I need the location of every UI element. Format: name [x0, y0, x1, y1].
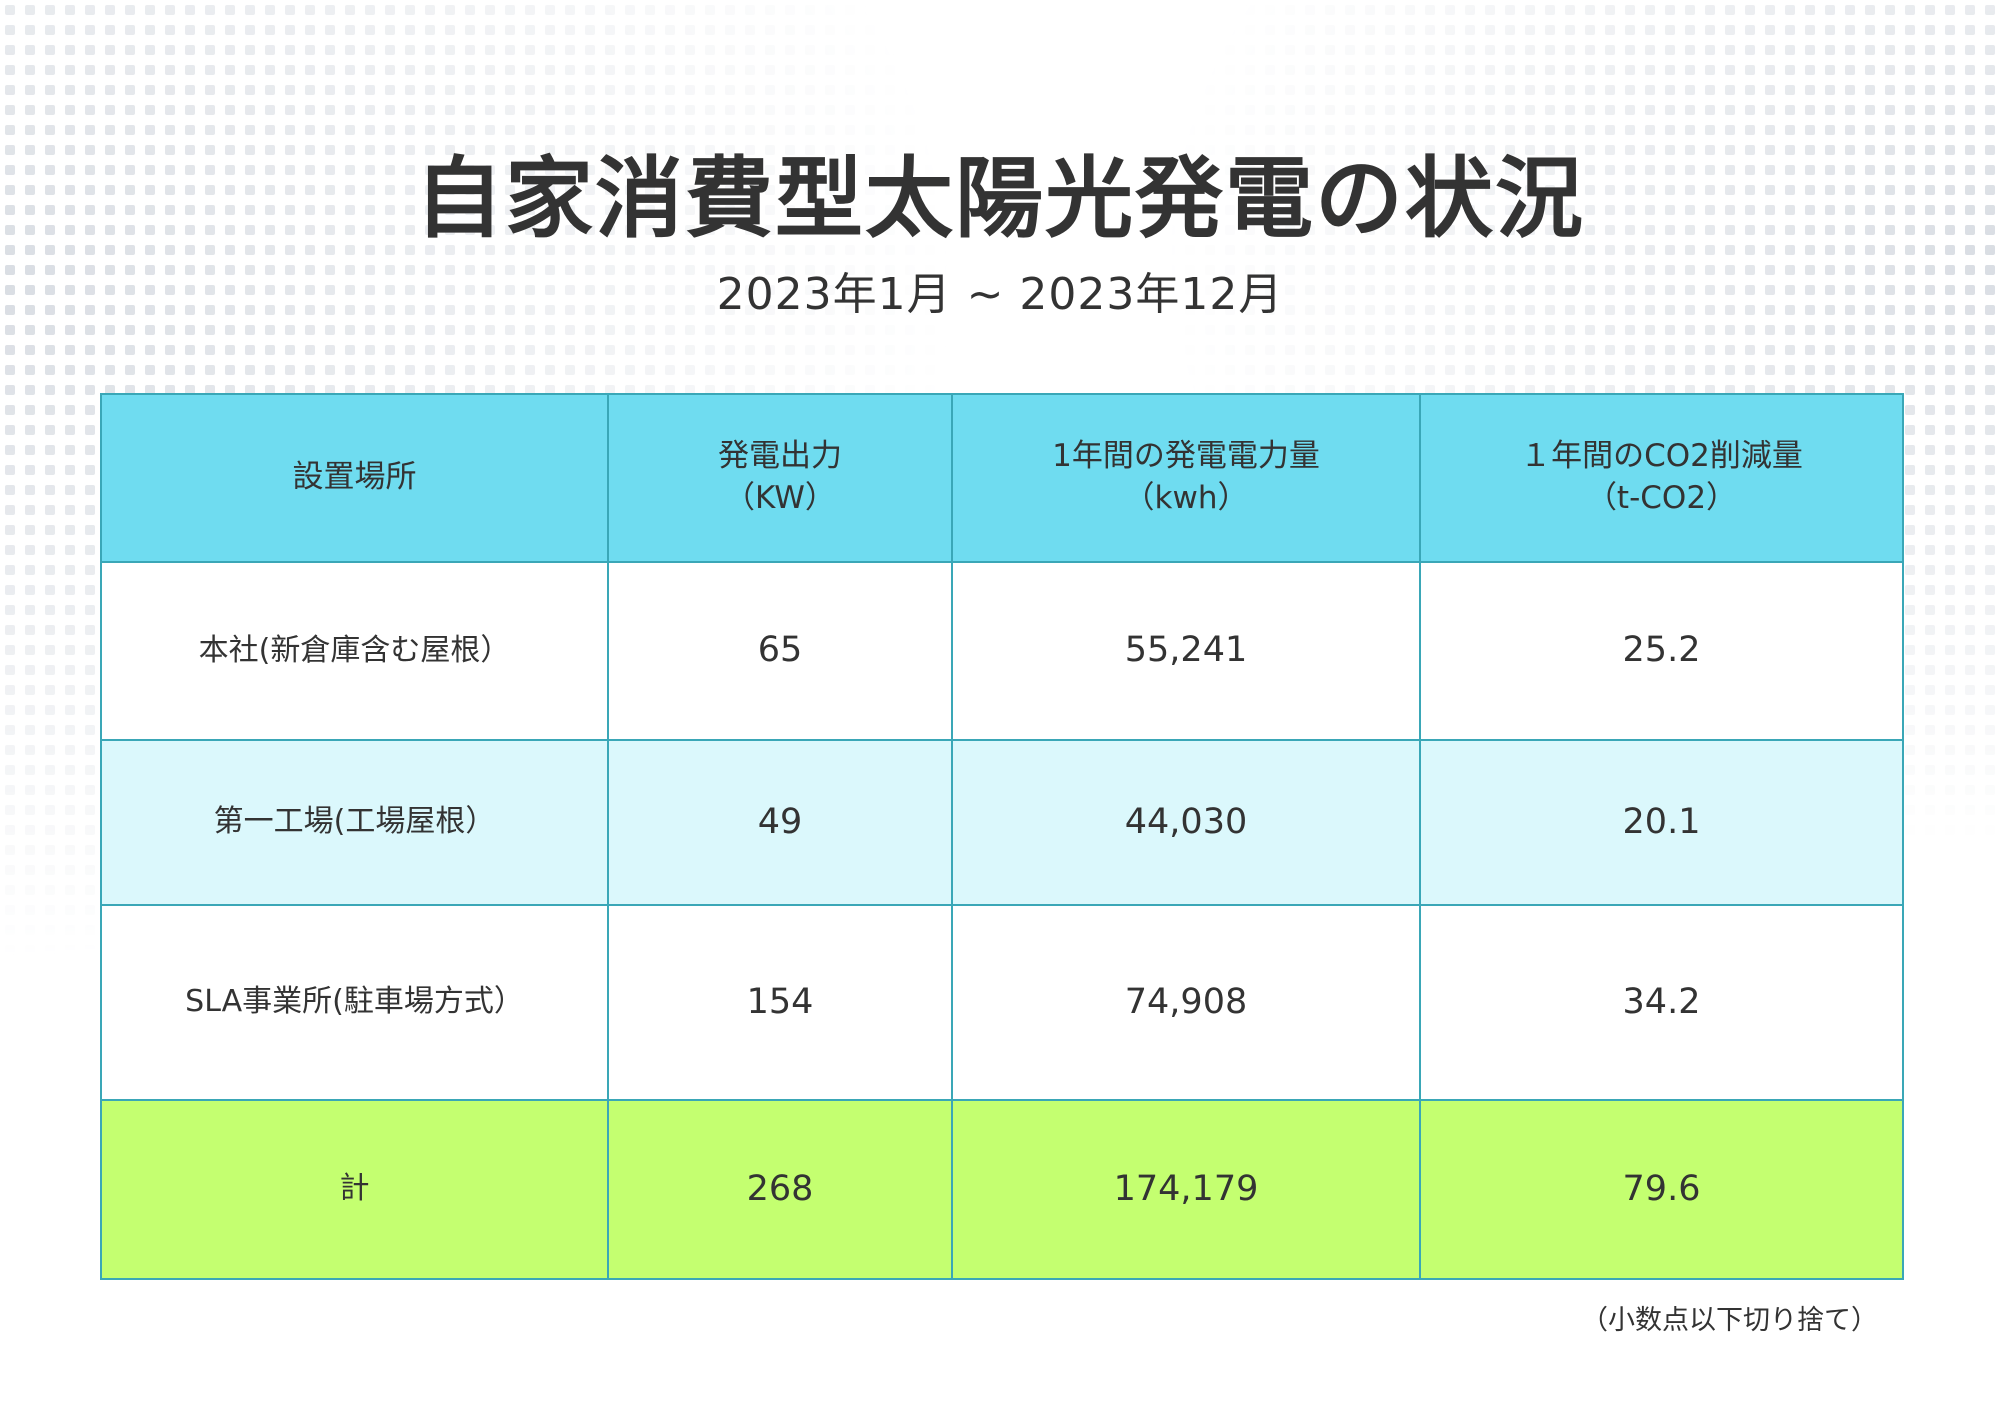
header-output-line1: 発電出力 — [718, 438, 842, 475]
row-output: 49 — [607, 739, 953, 906]
header-location-line1: 設置場所 — [292, 459, 417, 496]
header-energy: 1年間の発電電力量 （kwh） — [951, 393, 1421, 563]
total-output: 268 — [607, 1099, 953, 1280]
total-energy: 174,179 — [951, 1099, 1421, 1280]
header-co2-line2: （t-CO2） — [1585, 480, 1738, 516]
table-header-row: 設置場所 発電出力 （KW） 1年間の発電電力量 （kwh） １年間のCO2削減… — [100, 393, 1904, 563]
table-row: SLA事業所(駐車場方式） 154 74,908 34.2 — [100, 904, 1904, 1101]
header-energy-line2: （kwh） — [1123, 480, 1249, 516]
solar-status-table-wrapper: 設置場所 発電出力 （KW） 1年間の発電電力量 （kwh） １年間のCO2削減… — [100, 393, 1904, 1280]
row-energy: 74,908 — [951, 904, 1421, 1101]
row-output: 65 — [607, 561, 953, 741]
row-energy: 44,030 — [951, 739, 1421, 906]
period-subtitle: 2023年1月 ~ 2023年12月 — [716, 269, 1284, 320]
solar-status-table: 設置場所 発電出力 （KW） 1年間の発電電力量 （kwh） １年間のCO2削減… — [100, 393, 1904, 1280]
row-co2: 20.1 — [1419, 739, 1904, 906]
header-output-line2: （KW） — [724, 480, 836, 516]
total-row: 計 268 174,179 79.6 — [100, 1099, 1904, 1280]
header-location: 設置場所 — [100, 393, 609, 563]
total-label: 計 — [100, 1099, 609, 1280]
row-co2: 25.2 — [1419, 561, 1904, 741]
page-title: 自家消費型太陽光発電の状況 — [414, 147, 1585, 250]
header-co2: １年間のCO2削減量 （t-CO2） — [1419, 393, 1904, 563]
table-row: 第一工場(工場屋根） 49 44,030 20.1 — [100, 739, 1904, 906]
row-energy: 55,241 — [951, 561, 1421, 741]
row-co2: 34.2 — [1419, 904, 1904, 1101]
header-energy-line1: 1年間の発電電力量 — [1052, 438, 1320, 475]
rounding-note: （小数点以下切り捨て） — [1581, 1305, 1878, 1336]
header-output: 発電出力 （KW） — [607, 393, 953, 563]
row-location: 第一工場(工場屋根） — [100, 739, 609, 906]
row-output: 154 — [607, 904, 953, 1101]
row-location: SLA事業所(駐車場方式） — [100, 904, 609, 1101]
header-co2-line1: １年間のCO2削減量 — [1520, 438, 1803, 475]
total-co2: 79.6 — [1419, 1099, 1904, 1280]
table-row: 本社(新倉庫含む屋根） 65 55,241 25.2 — [100, 561, 1904, 741]
row-location: 本社(新倉庫含む屋根） — [100, 561, 609, 741]
